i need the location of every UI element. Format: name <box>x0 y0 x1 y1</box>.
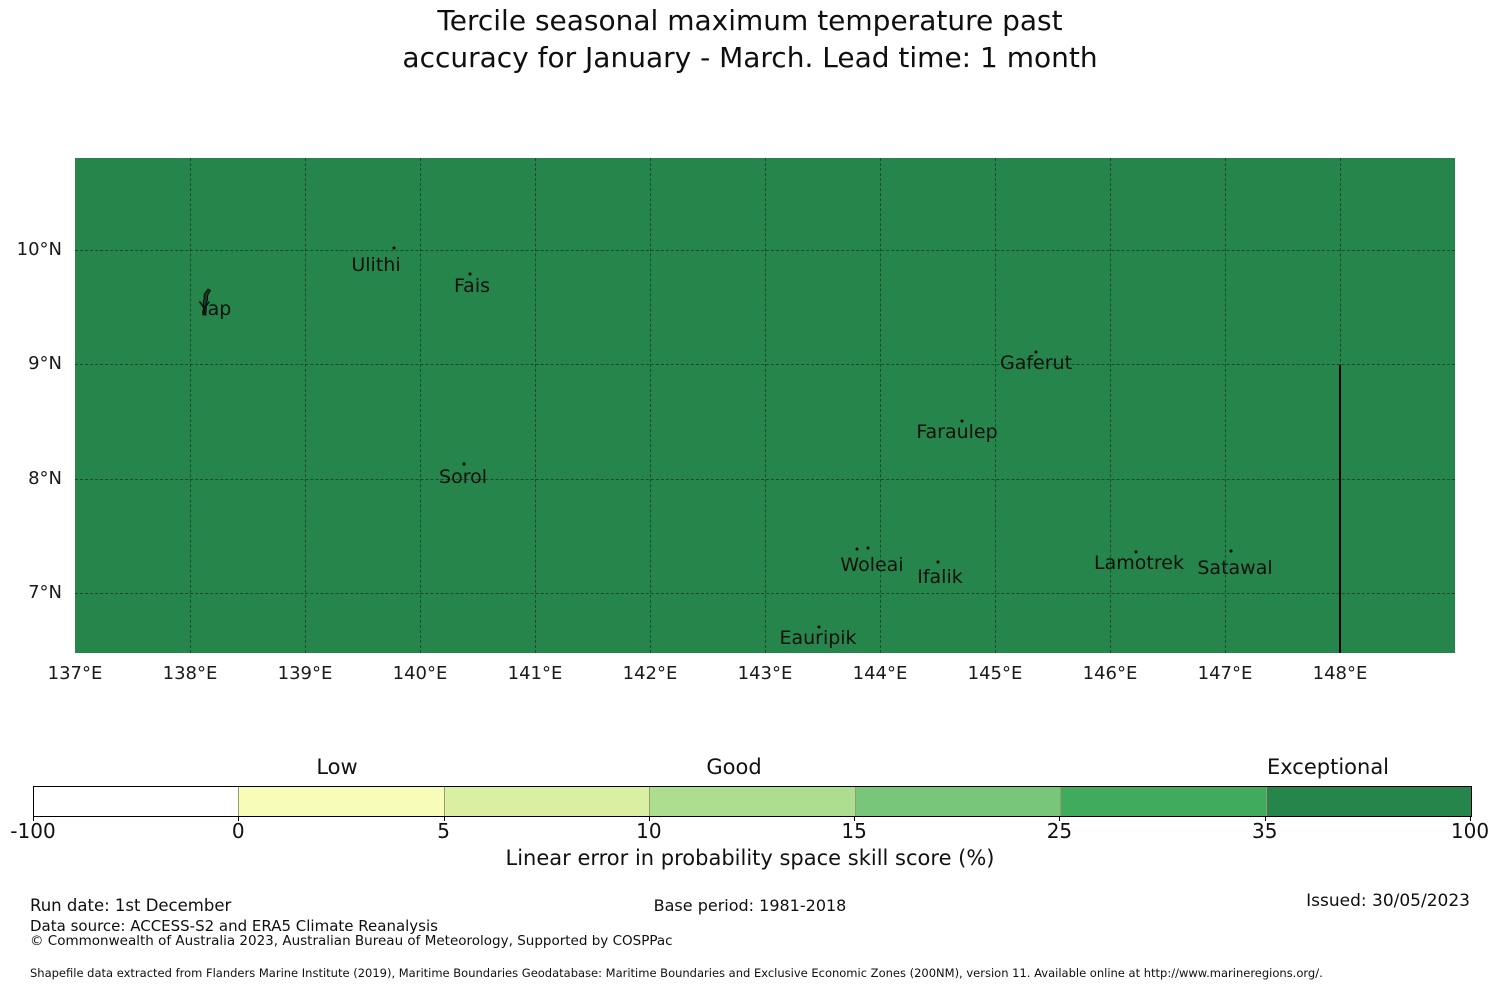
gridline-horizontal <box>75 364 1455 365</box>
colorbar-tick-label: 5 <box>437 819 450 843</box>
map-canvas: Yap Ulithi Fais Sorol Gaferut Faraulep Woleai I… <box>75 158 1455 653</box>
x-axis-tick-label: 146°E <box>1082 663 1138 684</box>
island-dot <box>462 462 466 466</box>
x-axis-tick-label: 141°E <box>507 663 563 684</box>
eez-boundary-line <box>1339 365 1341 653</box>
x-axis-tick-label: 147°E <box>1197 663 1253 684</box>
gridline-vertical <box>1225 158 1226 653</box>
island-label: Sorol <box>439 466 487 488</box>
island-dot <box>936 560 940 564</box>
island-dot <box>1229 549 1233 553</box>
colorbar-tick-label: 15 <box>841 819 867 843</box>
colorbar-segment <box>1061 787 1267 816</box>
gridline-vertical <box>765 158 766 653</box>
gridline-vertical <box>190 158 191 653</box>
colorbar-tick <box>854 816 856 821</box>
gridline-vertical <box>650 158 651 653</box>
gridline-horizontal <box>75 479 1455 480</box>
island-dot <box>1134 550 1138 554</box>
island-dot <box>392 246 396 250</box>
colorbar-tick-label: 25 <box>1046 819 1073 843</box>
copyright-text: © Commonwealth of Australia 2023, Austra… <box>30 933 673 949</box>
island-label: Gaferut <box>999 352 1073 374</box>
colorbar <box>33 786 1472 817</box>
colorbar-segment <box>650 787 856 816</box>
x-axis-tick-label: 145°E <box>967 663 1023 684</box>
colorbar-segment <box>444 787 651 816</box>
gridline-vertical <box>880 158 881 653</box>
x-axis-tick-label: 143°E <box>737 663 793 684</box>
island-label: Woleai <box>840 554 904 576</box>
island-dot <box>468 272 472 276</box>
colorbar-tick <box>1470 816 1471 821</box>
colorbar-axis-label: Linear error in probability space skill … <box>505 846 995 870</box>
x-axis-tick-label: 142°E <box>622 663 678 684</box>
x-axis-tick-label: 144°E <box>852 663 908 684</box>
island-label: Satawal <box>1197 557 1273 579</box>
colorbar-segment <box>855 787 1062 816</box>
data-source-text: Data source: ACCESS-S2 and ERA5 Climate … <box>30 917 438 935</box>
island-dot <box>855 547 859 551</box>
x-axis-tick-label: 139°E <box>277 663 333 684</box>
colorbar-tick-label: 100 <box>1450 819 1490 843</box>
colorbar-category-label: Low <box>316 755 358 779</box>
island-dot <box>960 419 964 423</box>
island-dot <box>1034 350 1038 354</box>
x-axis-tick-label: 138°E <box>162 663 218 684</box>
page-title-line2: accuracy for January - March. Lead time:… <box>402 41 1098 74</box>
page-title: Tercile seasonal maximum temperature pas… <box>437 4 1063 37</box>
gridline-vertical <box>535 158 536 653</box>
colorbar-tick-label: 10 <box>636 819 662 843</box>
gridline-vertical <box>305 158 306 653</box>
island-label: Ulithi <box>351 254 401 276</box>
gridline-vertical <box>1110 158 1111 653</box>
island-label: Eauripik <box>779 627 857 649</box>
colorbar-tick-label: -100 <box>10 819 56 843</box>
gridline-horizontal <box>75 593 1455 594</box>
run-date-text: Run date: 1st December <box>30 896 232 915</box>
colorbar-tick <box>238 816 240 821</box>
y-axis-tick-label: 8°N <box>28 468 62 489</box>
island-label: Faraulep <box>916 421 998 443</box>
gridline-vertical <box>995 158 996 653</box>
colorbar-tick-label: 0 <box>231 819 245 843</box>
gridline-horizontal <box>75 250 1455 251</box>
yap-island-shape <box>202 288 212 316</box>
colorbar-tick <box>443 816 445 821</box>
y-axis-tick-label: 10°N <box>16 239 62 260</box>
colorbar-category-label: Exceptional <box>1266 755 1390 779</box>
x-axis-tick-label: 148°E <box>1312 663 1368 684</box>
colorbar-category-label: Good <box>706 755 762 779</box>
base-period-text: Base period: 1981-2018 <box>653 896 847 915</box>
island-label: Fais <box>453 275 491 297</box>
colorbar-tick-label: 35 <box>1251 819 1278 843</box>
x-axis-tick-label: 137°E <box>47 663 103 684</box>
y-axis-tick-label: 7°N <box>28 582 62 603</box>
colorbar-tick <box>1059 816 1061 821</box>
island-label: Yap <box>198 298 232 320</box>
colorbar-tick <box>33 816 34 821</box>
y-axis-tick-label: 9°N <box>28 353 62 374</box>
x-axis-tick-label: 140°E <box>392 663 448 684</box>
island-dot <box>866 546 870 550</box>
colorbar-tick <box>648 816 650 821</box>
island-dot <box>817 625 821 629</box>
island-label: Ifalik <box>917 566 963 588</box>
colorbar-segment <box>34 787 240 816</box>
colorbar-segment <box>1266 787 1471 816</box>
island-label: Lamotrek <box>1094 552 1184 574</box>
gridline-vertical <box>420 158 421 653</box>
issued-date-text: Issued: 30/05/2023 <box>1306 891 1470 911</box>
colorbar-segment <box>239 787 445 816</box>
colorbar-tick <box>1264 816 1266 821</box>
shapefile-attribution-text: Shapefile data extracted from Flanders M… <box>30 966 1323 980</box>
